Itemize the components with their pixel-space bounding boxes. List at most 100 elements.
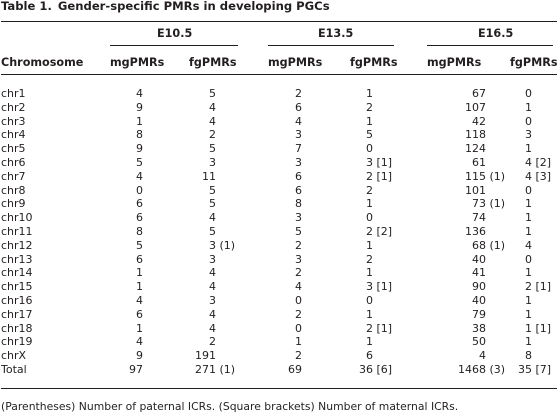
e135-mg-cell: 6: [295, 100, 302, 114]
e165-mg-cell: 61: [472, 156, 486, 169]
e135-mg-cell: 0: [295, 321, 302, 335]
e105-mg-cell: 9: [136, 142, 143, 156]
e165-fg-cell: 1 [1]: [525, 321, 552, 335]
e105-fg-cell: 2: [209, 335, 216, 349]
e105-fg-cell: 4: [209, 100, 216, 114]
e165-fg-cell: 1: [525, 142, 532, 156]
group-header-e105: E10.5: [157, 27, 193, 40]
e135-mg-cell: 2: [295, 87, 302, 100]
chromosome-cell: Total: [1, 363, 27, 376]
e165-fg-cell: 0: [525, 87, 532, 100]
chromosome-cell: chr11: [1, 225, 33, 238]
e135-mg-cell: 2: [295, 266, 302, 280]
e165-fg-cell: 0: [525, 183, 532, 197]
e135-mg-cell: 3: [295, 128, 302, 142]
e165-mg-cell: 40: [472, 294, 486, 307]
e135-mg-cell: 8: [295, 197, 302, 211]
e135-fg-cell: 2: [366, 100, 373, 114]
table-row: chrX 9 191 2 6 4 8: [0, 349, 558, 362]
e165-fg-cell: 4 [2]: [525, 156, 552, 169]
e165-fg-cell: 4 [3]: [525, 169, 552, 183]
e105-fg-cell: 4: [209, 321, 216, 335]
e165-fg-cell: 2 [1]: [525, 280, 552, 294]
e135-mg-cell: 7: [295, 142, 302, 156]
chromosome-cell: chr19: [1, 335, 33, 349]
chromosome-cell: chr5: [1, 142, 26, 156]
e135-mg-cell: 6: [295, 183, 302, 197]
e105-mg-cell: 4: [136, 294, 143, 307]
column-header-e105-fg: fgPMRs: [189, 56, 237, 69]
e165-fg-cell: 1: [525, 197, 532, 211]
column-header-e135-fg: fgPMRs: [350, 56, 398, 69]
table-row: chr4 8 2 3 5 118 3: [0, 128, 558, 141]
table-row: chr17 6 4 2 1 79 1: [0, 308, 558, 321]
e105-mg-cell: 8: [136, 225, 143, 238]
e105-fg-cell: 191: [195, 349, 216, 363]
e165-fg-cell: 1: [525, 225, 532, 238]
e165-mg-cell: 73 (1): [472, 197, 506, 211]
e135-fg-cell: 1: [366, 87, 373, 100]
e105-mg-cell: 9: [136, 349, 143, 363]
table-row: chr11 8 5 5 2 [2] 136 1: [0, 225, 558, 238]
e165-fg-cell: 4: [525, 238, 532, 252]
e135-mg-cell: 2: [295, 307, 302, 321]
e135-fg-cell: 1: [366, 238, 373, 252]
e105-fg-cell: 5: [209, 197, 216, 211]
e165-mg-cell: 118: [465, 128, 486, 142]
e135-fg-cell: 2 [1]: [366, 169, 393, 183]
chromosome-cell: chr16: [1, 294, 33, 307]
table-row: chr1 4 5 2 1 67 0: [0, 87, 558, 100]
e165-mg-cell: 38: [472, 321, 486, 335]
total-row: Total 97 271 (1) 69 36 [6] 1468 (3) 35 [7]: [0, 363, 558, 376]
e105-fg-cell: 4: [209, 211, 216, 225]
group-rule-e135: [268, 45, 394, 46]
e105-fg-cell: 3: [209, 294, 216, 307]
e165-fg-cell: 35 [7]: [518, 363, 552, 376]
e135-fg-cell: 1: [366, 197, 373, 211]
e135-fg-cell: 3 [1]: [366, 280, 393, 294]
table-row: chr19 4 2 1 1 50 1: [0, 335, 558, 348]
column-header-e135-mg: mgPMRs: [268, 56, 323, 69]
e135-fg-cell: 36 [6]: [359, 363, 393, 376]
e105-mg-cell: 0: [136, 183, 143, 197]
e105-fg-cell: 4: [209, 307, 216, 321]
table-row: chr15 1 4 4 3 [1] 90 2 [1]: [0, 280, 558, 293]
chromosome-cell: chr7: [1, 169, 26, 183]
chromosome-cell: chr1: [1, 87, 26, 100]
e135-fg-cell: 1: [366, 335, 373, 349]
e135-fg-cell: 2 [2]: [366, 225, 393, 238]
column-header-chromosome: Chromosome: [1, 56, 84, 69]
e165-fg-cell: 0: [525, 114, 532, 128]
e165-mg-cell: 40: [472, 252, 486, 266]
chromosome-cell: chr15: [1, 280, 33, 294]
group-header-e135: E13.5: [318, 27, 354, 40]
e135-fg-cell: 2: [366, 183, 373, 197]
e165-mg-cell: 136: [465, 225, 486, 238]
table-row: chr3 1 4 4 1 42 0: [0, 115, 558, 128]
table-row: chr8 0 5 6 2 101 0: [0, 184, 558, 197]
e105-mg-cell: 97: [129, 363, 143, 376]
table-row: chr10 6 4 3 0 74 1: [0, 211, 558, 224]
column-header-e105-mg: mgPMRs: [110, 56, 165, 69]
chromosome-cell: chr6: [1, 156, 26, 169]
e105-mg-cell: 9: [136, 100, 143, 114]
e105-mg-cell: 1: [136, 321, 143, 335]
chromosome-cell: chr14: [1, 266, 33, 280]
table-row: chr6 5 3 3 3 [1] 61 4 [2]: [0, 156, 558, 169]
e165-mg-cell: 107: [465, 100, 486, 114]
group-rule-e165: [427, 45, 553, 46]
e105-mg-cell: 1: [136, 114, 143, 128]
header-rule: [1, 74, 557, 75]
e165-mg-cell: 124: [465, 142, 486, 156]
table-row: chr16 4 3 0 0 40 1: [0, 294, 558, 307]
e165-fg-cell: 1: [525, 294, 532, 307]
chromosome-cell: chr4: [1, 128, 26, 142]
e135-mg-cell: 1: [295, 335, 302, 349]
e105-mg-cell: 1: [136, 280, 143, 294]
e165-mg-cell: 79: [472, 307, 486, 321]
e105-fg-cell: 4: [209, 114, 216, 128]
e105-fg-cell: 11: [202, 169, 216, 183]
e105-mg-cell: 5: [136, 156, 143, 169]
e105-mg-cell: 5: [136, 238, 143, 252]
e135-mg-cell: 69: [288, 363, 302, 376]
